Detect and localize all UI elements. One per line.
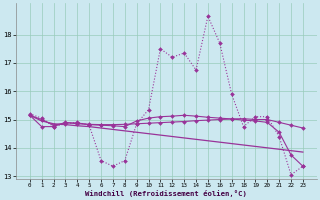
X-axis label: Windchill (Refroidissement éolien,°C): Windchill (Refroidissement éolien,°C) bbox=[85, 190, 247, 197]
